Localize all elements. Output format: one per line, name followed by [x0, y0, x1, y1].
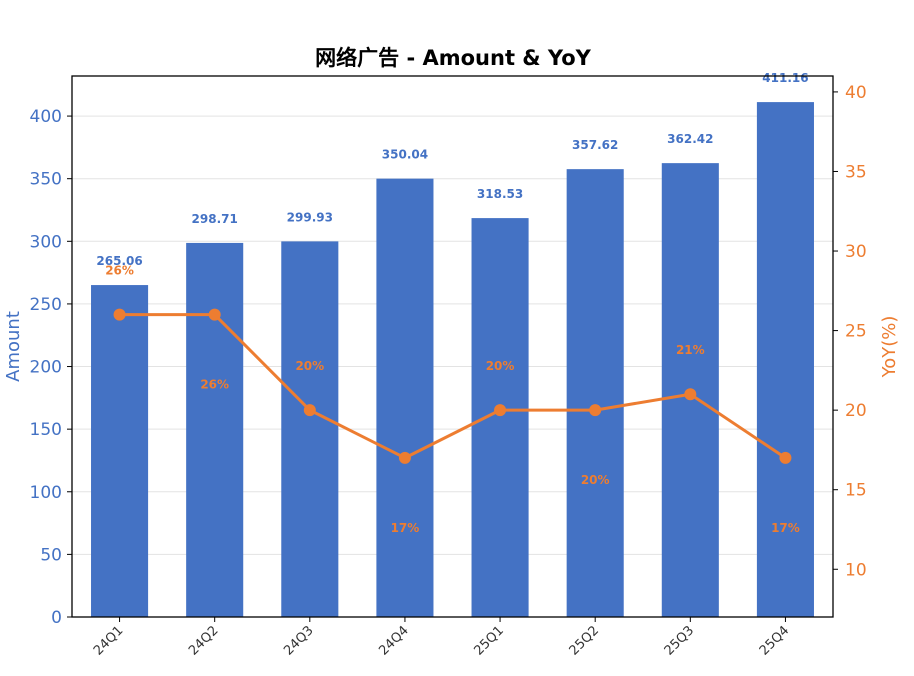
- bar-value-label: 411.16: [762, 71, 808, 85]
- x-tick-label: 25Q4: [757, 623, 792, 658]
- bar: [566, 169, 624, 618]
- yoy-point: [398, 451, 411, 464]
- yoy-value-label: 17%: [771, 521, 800, 535]
- yoy-value-label: 21%: [676, 343, 705, 357]
- yoy-value-label: 20%: [581, 473, 610, 487]
- yoy-point: [303, 404, 316, 417]
- x-tick-label: 24Q4: [376, 623, 411, 658]
- y-tick-label-left: 100: [30, 483, 62, 503]
- y-tick-label-right: 35: [845, 162, 867, 182]
- y-tick-label-right: 25: [845, 322, 867, 342]
- bar: [756, 102, 814, 617]
- yoy-point: [113, 308, 126, 321]
- y-tick-label-right: 40: [845, 83, 867, 103]
- y-tick-label-right: 20: [845, 401, 867, 421]
- bar-value-label: 265.06: [96, 254, 142, 268]
- bar: [471, 218, 529, 617]
- bar-value-label: 299.93: [287, 210, 333, 224]
- y-tick-label-left: 250: [30, 295, 62, 315]
- x-tick-label: 25Q1: [472, 623, 507, 658]
- yoy-point: [494, 404, 507, 417]
- bar-value-label: 350.04: [382, 148, 428, 162]
- x-tick-label: 24Q1: [91, 623, 126, 658]
- data-labels: 265.06 298.71 299.93 350.04 318.53 357.62 362.…: [96, 71, 808, 535]
- y-axis-label-left: Amount: [3, 311, 24, 382]
- bar-value-label: 298.71: [192, 212, 238, 226]
- y-tick-label-left: 400: [30, 107, 62, 127]
- yoy-value-label: 17%: [391, 521, 420, 535]
- x-tick-label: 24Q3: [281, 623, 316, 658]
- yoy-value-label: 26%: [200, 378, 229, 392]
- y-tick-label-left: 200: [30, 358, 62, 378]
- y-axis-label-right: YoY(%): [879, 316, 900, 379]
- yoy-value-label: 26%: [105, 264, 134, 278]
- yoy-point: [779, 451, 792, 464]
- y-tick-label-right: 15: [845, 481, 867, 501]
- yoy-line-series: [113, 308, 792, 464]
- x-tick-label: 25Q3: [662, 623, 697, 658]
- plot-frame: [71, 75, 834, 618]
- bar-value-label: 357.62: [572, 138, 618, 152]
- yoy-value-label: 20%: [486, 359, 515, 373]
- y-tick-label-left: 50: [40, 545, 62, 565]
- axes: 0 50 100 150 200 250 300 350 400 10 15 20 25 30 35 40 24…: [30, 83, 867, 659]
- yoy-point: [589, 404, 602, 417]
- y-tick-label-right: 10: [845, 560, 867, 580]
- bar-value-label: 318.53: [477, 187, 523, 201]
- bar: [186, 242, 244, 618]
- bar-series: [91, 102, 814, 618]
- y-tick-label-left: 350: [30, 170, 62, 190]
- y-tick-label-left: 300: [30, 232, 62, 252]
- yoy-point: [208, 308, 221, 321]
- x-tick-label: 25Q2: [567, 623, 602, 658]
- y-tick-label-left: 150: [30, 420, 62, 440]
- yoy-line: [119, 313, 787, 460]
- bar-value-label: 362.42: [667, 132, 713, 146]
- yoy-value-label: 20%: [295, 359, 324, 373]
- chart-title: 网络广告 - Amount & YoY: [315, 46, 591, 70]
- yoy-point: [684, 388, 697, 401]
- x-tick-label: 24Q2: [186, 623, 221, 658]
- bar: [281, 241, 339, 617]
- bar: [91, 285, 149, 617]
- y-tick-label-left: 0: [51, 608, 62, 628]
- bar: [376, 178, 434, 618]
- y-tick-label-right: 30: [845, 242, 867, 262]
